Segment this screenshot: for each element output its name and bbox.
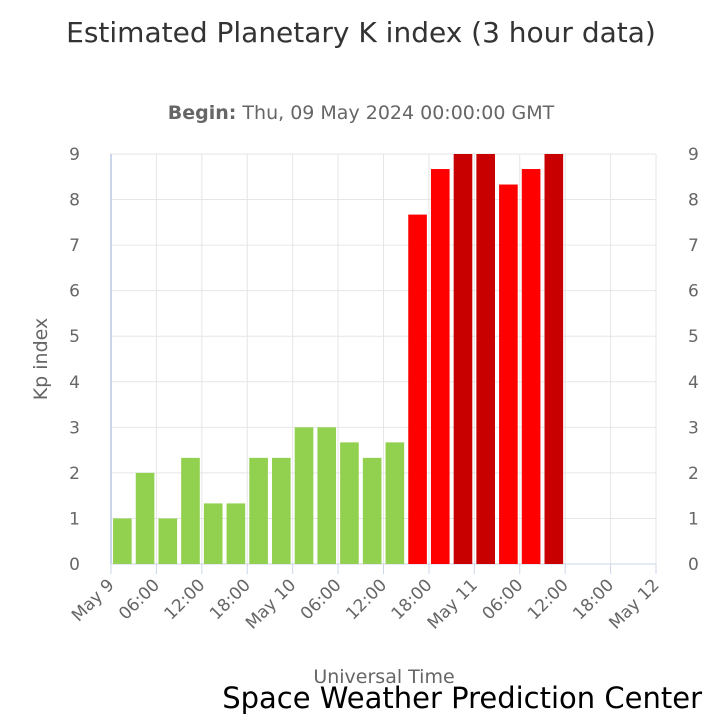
y-tick-label: 3 — [69, 418, 80, 438]
y-tick-label: 9 — [69, 145, 80, 165]
x-tick-label: May 10 — [242, 575, 300, 633]
x-tick-label: 12:00 — [524, 575, 573, 624]
kp-bar[interactable] — [408, 214, 427, 565]
x-tick-label: 06:00 — [478, 575, 527, 624]
y-tick-label-right: 3 — [688, 418, 699, 438]
y-tick-label-right: 7 — [688, 236, 699, 256]
y-tick-label-right: 9 — [688, 145, 699, 165]
x-axis-title: Universal Time — [313, 666, 454, 688]
y-tick-label-right: 6 — [688, 282, 699, 302]
kp-bar[interactable] — [272, 457, 291, 564]
y-tick-label: 4 — [69, 373, 80, 393]
x-tick-label: 12:00 — [342, 575, 391, 624]
kp-bar[interactable] — [385, 442, 405, 564]
y-tick-label-right: 1 — [688, 509, 699, 529]
x-tick-label: May 11 — [424, 575, 482, 633]
kp-bar[interactable] — [294, 427, 314, 564]
kp-bar[interactable] — [430, 169, 450, 565]
bars — [113, 154, 564, 565]
y-tick-label: 1 — [69, 509, 80, 529]
kp-bar[interactable] — [135, 472, 155, 564]
kp-bar[interactable] — [362, 457, 382, 564]
chart-subtitle: Begin: Thu, 09 May 2024 00:00:00 GMT — [0, 102, 722, 124]
kp-bar[interactable] — [226, 503, 246, 564]
y-tick-label-right: 5 — [688, 327, 699, 347]
chart-title: Estimated Planetary K index (3 hour data… — [66, 16, 656, 49]
y-tick-label: 7 — [69, 236, 80, 256]
kp-bar[interactable] — [544, 154, 564, 564]
y-tick-label: 8 — [69, 191, 80, 211]
kp-bar[interactable] — [113, 518, 132, 564]
x-tick-label: May 9 — [68, 575, 118, 625]
y-axis-left: 0 1 2 3 4 5 6 7 8 9 — [69, 145, 80, 575]
y-tick-label-right: 8 — [688, 191, 699, 211]
y-tick-label: 6 — [69, 282, 80, 302]
kp-bar[interactable] — [158, 518, 178, 564]
x-tick-label: 06:00 — [115, 575, 164, 624]
kp-bar[interactable] — [317, 427, 337, 564]
kp-bar[interactable] — [521, 169, 541, 565]
y-axis-right: 0 1 2 3 4 5 6 7 8 9 — [688, 145, 699, 575]
subtitle-label: Begin: — [167, 102, 237, 124]
kp-bar[interactable] — [181, 457, 200, 564]
kp-bar[interactable] — [249, 457, 268, 564]
kp-bar[interactable] — [203, 503, 223, 564]
kp-bar[interactable] — [476, 154, 495, 564]
y-tick-label-right: 0 — [688, 555, 699, 575]
y-tick-label: 2 — [69, 464, 80, 484]
y-tick-label-right: 4 — [688, 373, 699, 393]
x-tick-label: 12:00 — [161, 575, 210, 624]
kp-bar[interactable] — [340, 442, 359, 564]
y-axis-title: Kp index — [30, 318, 52, 401]
y-tick-label: 0 — [69, 555, 80, 575]
subtitle-value: Thu, 09 May 2024 00:00:00 GMT — [242, 102, 555, 124]
kp-bar[interactable] — [453, 154, 473, 564]
x-tick-label: 06:00 — [297, 575, 346, 624]
credit-text: Space Weather Prediction Center — [222, 681, 702, 715]
y-tick-label: 5 — [69, 327, 80, 347]
kp-bar[interactable] — [499, 184, 518, 564]
x-tick-label: May 12 — [605, 575, 663, 633]
y-tick-label-right: 2 — [688, 464, 699, 484]
